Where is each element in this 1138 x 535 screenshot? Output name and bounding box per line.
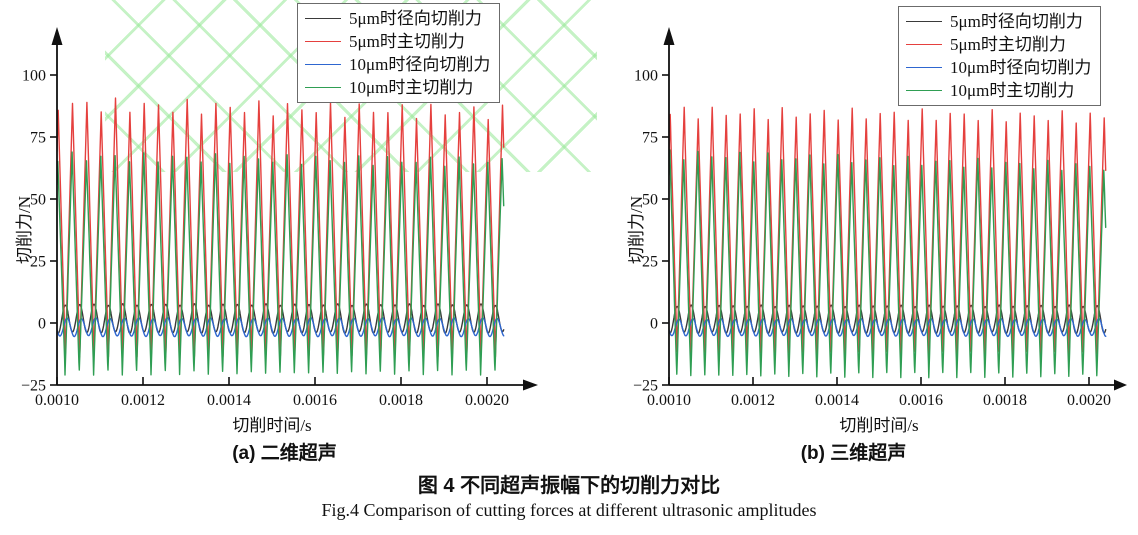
plot-lines [669, 106, 1107, 379]
legend-item: 5μm时主切削力 [906, 33, 1091, 56]
x-tick-label: 0.0016 [899, 392, 943, 409]
legend-label: 5μm时径向切削力 [950, 12, 1083, 31]
y-tick-label: −25 [21, 378, 46, 395]
x-axis-title-a: 切削时间/s [232, 416, 312, 435]
x-axis-arrow-icon [523, 379, 538, 391]
series-line-3 [57, 151, 505, 376]
legend-item: 10μm时主切削力 [305, 76, 490, 99]
y-tick-label: 75 [642, 130, 658, 147]
legend-label: 5μm时径向切削力 [349, 9, 482, 28]
x-tick-label: 0.0010 [647, 392, 691, 409]
legend-item: 10μm时主切削力 [906, 79, 1091, 102]
y-tick-label: 25 [642, 254, 658, 271]
y-tick-label: −25 [633, 378, 658, 395]
figure-caption-chinese: 图 4 不同超声振幅下的切削力对比 [417, 475, 721, 497]
legend-item: 5μm时主切削力 [305, 30, 490, 53]
y-tick-label: 0 [650, 316, 658, 333]
legend-line-sample-icon [906, 44, 942, 45]
series-line-2 [57, 317, 505, 338]
legend-label: 5μm时主切削力 [349, 32, 465, 51]
y-axis-arrow-icon [51, 27, 63, 45]
plot-lines [57, 97, 505, 376]
chart-a-2d-ultrasonic: −25 0 25 50 75 100 0.0010 0.0012 0.0014 0.0016 0.0… [21, 27, 538, 409]
legend-item: 10μm时径向切削力 [305, 53, 490, 76]
y-tick-label: 100 [22, 68, 46, 85]
legend-line-sample-icon [305, 18, 341, 19]
subcaption-a: (a) 二维超声 [232, 443, 337, 464]
legend-line-sample-icon [906, 21, 942, 22]
legend-item: 10μm时径向切削力 [906, 56, 1091, 79]
x-tick-label: 0.0014 [207, 392, 251, 409]
legend-item: 5μm时径向切削力 [906, 10, 1091, 33]
x-tick-label: 0.0010 [35, 392, 79, 409]
y-axis-title-a: 切削力/N [15, 196, 34, 264]
x-tick-label: 0.0016 [293, 392, 337, 409]
x-axis-title-b: 切削时间/s [839, 416, 919, 435]
figure-caption-english: Fig.4 Comparison of cutting forces at di… [321, 500, 817, 520]
legend-line-sample-icon [305, 41, 341, 42]
legend-label: 10μm时主切削力 [950, 81, 1075, 100]
x-tick-label: 0.0012 [731, 392, 775, 409]
axes: −25 0 25 50 75 100 0.0010 0.0012 0.0014 0.0016 0.0… [633, 27, 1127, 409]
legend-item: 5μm时径向切削力 [305, 7, 490, 30]
x-tick-label: 0.0018 [983, 392, 1027, 409]
chart-b-3d-ultrasonic: −25 0 25 50 75 100 0.0010 0.0012 0.0014 0.0016 0.0… [633, 27, 1127, 409]
legend-chart-b: 5μm时径向切削力 5μm时主切削力 10μm时径向切削力 10μm时主切削力 [898, 6, 1102, 106]
y-tick-label: 100 [634, 68, 658, 85]
y-tick-label: 75 [30, 130, 46, 147]
legend-line-sample-icon [906, 67, 942, 68]
x-axis-arrow-icon [1114, 379, 1127, 391]
legend-label: 10μm时径向切削力 [950, 58, 1092, 77]
x-tick-label: 0.0012 [121, 392, 165, 409]
legend-label: 10μm时主切削力 [349, 78, 474, 97]
x-tick-label: 0.0018 [379, 392, 423, 409]
subcaption-b: (b) 三维超声 [800, 443, 907, 464]
axes: −25 0 25 50 75 100 0.0010 0.0012 0.0014 0.0016 0.0… [21, 27, 538, 409]
y-axis-title-b: 切削力/N [627, 196, 646, 264]
legend-line-sample-icon [906, 90, 942, 91]
y-tick-label: 0 [38, 316, 46, 333]
series-line-2 [669, 317, 1107, 338]
legend-label: 5μm时主切削力 [950, 35, 1066, 54]
legend-line-sample-icon [305, 64, 341, 65]
x-tick-label: 0.0020 [465, 392, 509, 409]
y-tick-label: 25 [30, 254, 46, 271]
y-axis-arrow-icon [663, 27, 675, 45]
legend-line-sample-icon [305, 87, 341, 88]
y-tick-label: 50 [30, 192, 46, 209]
legend-chart-a: 5μm时径向切削力 5μm时主切削力 10μm时径向切削力 10μm时主切削力 [297, 3, 501, 103]
x-tick-label: 0.0014 [815, 392, 859, 409]
series-line-3 [669, 149, 1107, 379]
y-tick-label: 50 [642, 192, 658, 209]
x-tick-label: 0.0020 [1067, 392, 1111, 409]
legend-label: 10μm时径向切削力 [349, 55, 491, 74]
